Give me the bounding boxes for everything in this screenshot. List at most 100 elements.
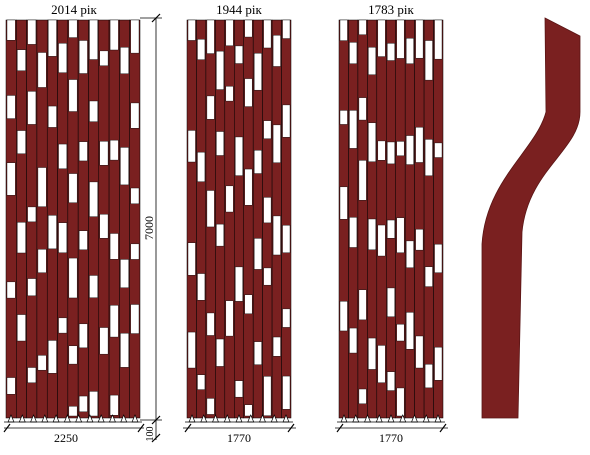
plank-gap [244, 168, 253, 206]
plank-gap [405, 312, 414, 350]
plank-gap [244, 404, 253, 417]
plank-gap [58, 317, 68, 334]
plank-gap [387, 43, 395, 61]
plank-column [77, 19, 89, 419]
plank-gap [272, 336, 281, 357]
deflection-profile-shape [481, 17, 581, 419]
plank-gap [99, 50, 109, 66]
plank-gap [396, 141, 405, 156]
plank-gap [48, 105, 57, 128]
plank-gap [89, 181, 98, 217]
plank-gap [434, 19, 443, 60]
plank-gap [120, 332, 129, 368]
plank-gap [349, 217, 358, 248]
plank-gap [99, 141, 109, 166]
plank-gap [396, 217, 405, 253]
plank-gap [48, 215, 57, 250]
plank-gap [405, 38, 414, 64]
plank-gap [368, 122, 377, 162]
plank-gap [6, 19, 16, 41]
plank-gap [368, 337, 377, 370]
plank-column [234, 19, 244, 419]
wall-panel-1944 [185, 19, 293, 423]
plank-gap [37, 167, 47, 207]
plank-gap [197, 39, 206, 60]
plank-gap [358, 160, 367, 201]
plank-gap [405, 135, 414, 165]
plank-gap [244, 78, 253, 107]
plank-gap [368, 47, 377, 75]
plank-gap [272, 35, 281, 67]
plank-gap [225, 300, 234, 337]
plank-gap [282, 225, 291, 253]
plank-gap [424, 139, 433, 176]
plank-gap [206, 312, 215, 336]
plank-gap [387, 287, 395, 318]
plank-gap [37, 249, 47, 273]
plank-gap [415, 335, 424, 369]
width-dimension-2014: 2250 [3, 423, 145, 445]
plank-column [224, 19, 235, 419]
plank-column [196, 19, 207, 419]
plank-gap [235, 266, 243, 302]
plank-gap [130, 19, 140, 54]
plank-gap [206, 398, 215, 415]
plank-gap [377, 140, 386, 161]
plank-column [281, 19, 292, 419]
plank-gap [225, 185, 234, 213]
plank-gap [358, 97, 367, 121]
plank-gap [358, 388, 367, 405]
plank-gap [387, 141, 395, 165]
plank-gap [415, 19, 424, 59]
width-label-1944: 1770 [227, 431, 251, 445]
plank-gap [339, 110, 348, 125]
plank-gap [17, 314, 26, 342]
plank-gap [387, 219, 395, 239]
plank-gap [109, 139, 119, 161]
plank-gap [206, 190, 215, 228]
plank-gap [78, 141, 88, 162]
plank-gap [17, 130, 26, 154]
plank-gap [78, 40, 88, 74]
plank-gap [263, 19, 272, 49]
plank-gap [78, 230, 88, 251]
plank-gap [263, 267, 272, 286]
plank-gap [339, 186, 348, 220]
plank-gap [225, 19, 234, 46]
plank-gap [130, 243, 140, 260]
plank-column [386, 19, 396, 419]
plank-gap [48, 340, 57, 374]
plank-gap [349, 42, 358, 64]
plank-gap [282, 375, 291, 410]
plank-gap [253, 150, 262, 174]
plank-gap [206, 95, 215, 120]
plank-gap [187, 19, 196, 41]
plank-gap [216, 50, 225, 90]
plank-gap [263, 197, 272, 224]
plank-gap [109, 394, 119, 416]
plank-gap [27, 19, 37, 45]
plank-gap [17, 49, 26, 71]
plank-column [88, 19, 100, 419]
plank-gap [206, 19, 215, 54]
plank-column [357, 19, 368, 419]
plank-gap [377, 19, 386, 57]
plank-gap [187, 130, 196, 163]
panel-title-1783: 1783 рік [368, 2, 414, 17]
plank-gap [434, 346, 443, 381]
plank-gap [434, 142, 443, 158]
width-dimension-1944: 1770 [183, 423, 296, 445]
plank-gap [282, 308, 291, 328]
plank-gap [349, 327, 358, 354]
plank-gap [130, 187, 140, 205]
plank-gap [377, 224, 386, 257]
plank-gap [187, 331, 196, 369]
plank-gap [99, 214, 109, 239]
plank-gap [27, 367, 37, 384]
plank-gap [339, 19, 348, 41]
plank-gap [339, 301, 348, 332]
plank-column [129, 19, 141, 419]
plank-gap [109, 305, 119, 338]
plank-gap [263, 120, 272, 139]
